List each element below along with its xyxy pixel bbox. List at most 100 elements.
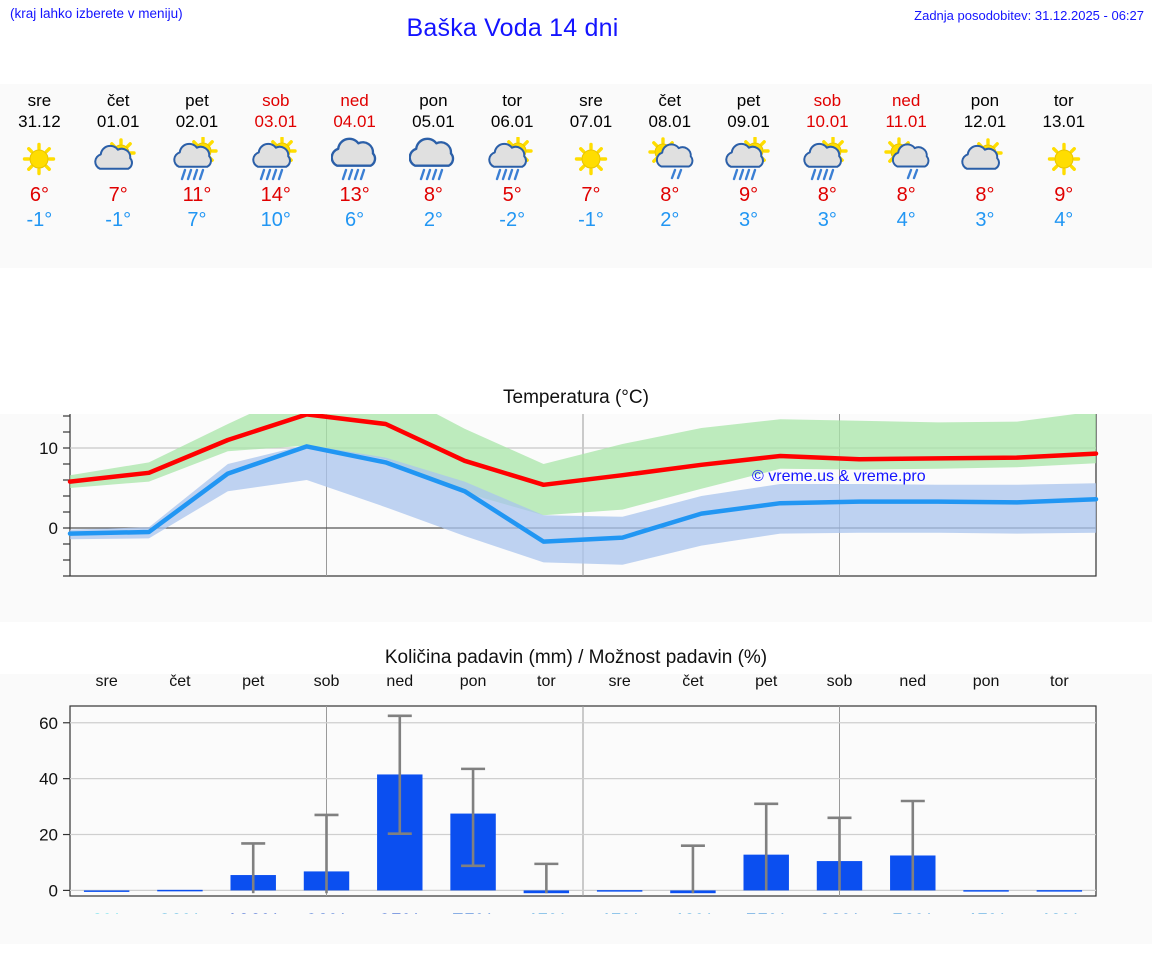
svg-text:čet: čet (682, 673, 704, 690)
cloud-rain-icon (394, 135, 473, 183)
svg-text:60%: 60% (818, 910, 860, 914)
day-date: 12.01 (963, 112, 1007, 131)
day-name: pon (419, 91, 448, 110)
forecast-day-column[interactable]: tor 13.01 9° 4° (1024, 84, 1103, 268)
svg-text:sob: sob (314, 673, 340, 690)
sun-cloud-rain-icon (788, 135, 867, 183)
day-name: ned (340, 91, 369, 110)
day-max-temperature: 8° (896, 184, 916, 206)
day-min-temperature: -1° (26, 209, 53, 231)
forecast-day-column[interactable]: pet 09.01 9° 3° (709, 84, 788, 268)
day-max-temperature: 9° (1054, 184, 1074, 206)
forecast-day-column[interactable]: sre 31.12 6° -1° (0, 84, 79, 268)
day-max-temperature: 8° (817, 184, 837, 206)
forecast-day-column[interactable]: ned 11.01 8° 4° (867, 84, 946, 268)
day-date: 05.01 (412, 112, 455, 131)
last-updated-text: Zadnja posodobitev: 31.12.2025 - 06:27 (914, 8, 1144, 23)
day-name: sre (579, 91, 603, 110)
day-date: 08.01 (648, 112, 692, 131)
temperature-chart-panel: Temperatura (°C) 0 10 (0, 384, 1152, 622)
day-min-temperature: -1° (578, 209, 604, 231)
svg-text:čet: čet (169, 673, 191, 690)
temperature-chart-title: Temperatura (°C) (0, 384, 1152, 414)
forecast-day-column[interactable]: tor 06.01 5° -2° (473, 84, 552, 268)
svg-text:30%: 30% (159, 910, 201, 914)
svg-text:sre: sre (96, 673, 118, 690)
copyright-annotation: © vreme.us & vreme.pro (752, 468, 926, 485)
day-min-temperature: 6° (345, 209, 365, 231)
day-min-temperature: 2° (660, 209, 680, 231)
day-max-temperature: 13° (339, 184, 370, 206)
day-max-temperature: 7° (581, 184, 601, 206)
forecast-day-strip: sre 31.12 6° -1° čet 01.01 7° -1° pet 02.01 11° 7… (0, 84, 1152, 268)
day-name: pet (185, 91, 209, 110)
svg-text:90%: 90% (305, 910, 347, 914)
day-date: 01.01 (96, 112, 140, 131)
svg-text:tor: tor (1050, 673, 1069, 690)
day-date: 09.01 (727, 112, 770, 131)
day-max-temperature: 6° (29, 184, 49, 206)
svg-text:pet: pet (755, 673, 778, 690)
svg-text:pet: pet (242, 673, 265, 690)
sun-icon (552, 135, 631, 183)
day-min-temperature: 3° (975, 209, 995, 231)
sun-cloud-rain-icon (236, 135, 315, 183)
day-max-temperature: 7° (108, 184, 128, 206)
day-date: 06.01 (490, 112, 534, 131)
sun-cloud-lightrain-icon (867, 135, 946, 183)
svg-text:45%: 45% (525, 910, 567, 914)
svg-text:20: 20 (39, 826, 58, 845)
precipitation-chart-title: Količina padavin (mm) / Možnost padavin … (0, 644, 1152, 674)
sun-icon (1024, 135, 1103, 183)
day-date: 13.01 (1042, 112, 1086, 131)
sun-cloud-rain-icon (473, 135, 552, 183)
sun-cloud-rain-icon (158, 135, 237, 183)
day-max-temperature: 8° (423, 184, 443, 206)
svg-text:60: 60 (39, 714, 58, 733)
forecast-day-column[interactable]: čet 08.01 8° 2° (630, 84, 709, 268)
forecast-day-column[interactable]: sob 10.01 8° 3° (788, 84, 867, 268)
precipitation-chart: sre čet pet sob ned pon tor sre čet pet sob ned pon t… (0, 644, 1152, 914)
precipitation-chart-panel: Količina padavin (mm) / Možnost padavin … (0, 644, 1152, 944)
forecast-day-column[interactable]: čet 01.01 7° -1° (79, 84, 158, 268)
day-min-temperature: 10° (260, 209, 291, 231)
day-min-temperature: 4° (1054, 209, 1074, 231)
svg-text:55%: 55% (745, 910, 787, 914)
day-date: 02.01 (175, 112, 219, 131)
temperature-chart: 0 10 (0, 384, 1152, 592)
forecast-day-column[interactable]: pet 02.01 11° 7° (158, 84, 237, 268)
day-min-temperature: 3° (817, 209, 837, 231)
forecast-day-column[interactable]: sob 03.01 14° 10° (236, 84, 315, 268)
forecast-day-column[interactable]: ned 04.01 13° 6° (315, 84, 394, 268)
sun-cloud-icon (79, 135, 158, 183)
day-max-temperature: 11° (182, 184, 212, 206)
svg-text:100%: 100% (226, 910, 280, 914)
day-name: ned (891, 91, 921, 110)
day-date: 11.01 (885, 112, 927, 131)
menu-hint-text: (kraj lahko izberete v meniju) (10, 6, 183, 21)
forecast-day-column[interactable]: sre 07.01 7° -1° (552, 84, 631, 268)
svg-text:40%: 40% (672, 910, 714, 914)
day-min-temperature: -1° (105, 209, 132, 231)
day-name: sre (27, 91, 52, 110)
day-max-temperature: 8° (660, 184, 680, 206)
forecast-day-column[interactable]: pon 12.01 8° 3° (946, 84, 1025, 268)
svg-text:ned: ned (899, 673, 926, 690)
day-date: 03.01 (254, 112, 298, 131)
day-max-temperature: 14° (260, 184, 291, 206)
day-name: sob (813, 91, 842, 110)
day-name: tor (1053, 91, 1074, 110)
svg-text:45%: 45% (599, 910, 641, 914)
forecast-day-column[interactable]: pon 05.01 8° 2° (394, 84, 473, 268)
day-name: tor (502, 91, 523, 110)
svg-text:0: 0 (49, 519, 58, 538)
svg-text:10: 10 (39, 439, 58, 458)
day-min-temperature: 3° (739, 209, 759, 231)
svg-text:0: 0 (49, 881, 58, 900)
day-min-temperature: 2° (423, 209, 443, 231)
page-header: (kraj lahko izberete v meniju) Baška Vod… (0, 0, 1152, 60)
svg-text:tor: tor (537, 673, 556, 690)
day-max-temperature: 5° (502, 184, 522, 206)
day-name: sob (262, 91, 290, 110)
sun-cloud-lightrain-icon (630, 135, 709, 183)
